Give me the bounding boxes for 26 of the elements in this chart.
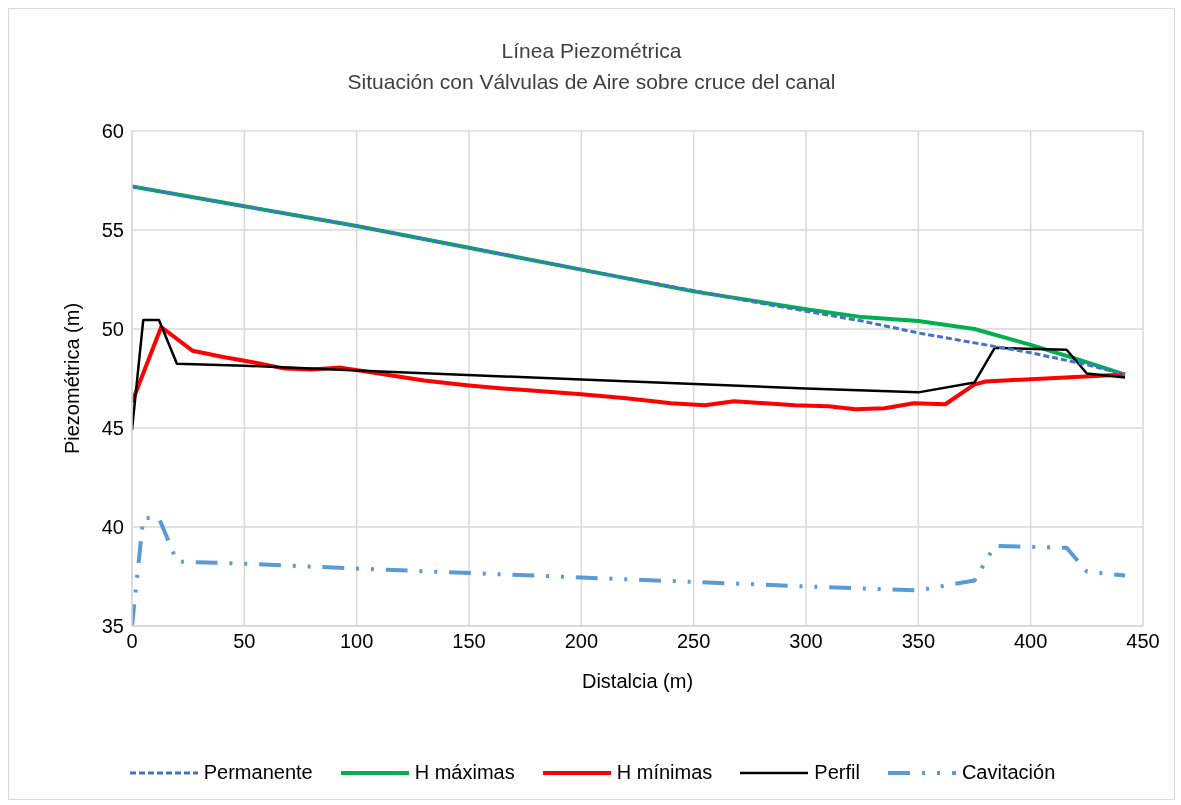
line-series: [132, 516, 1128, 626]
x-tick-label: 100: [339, 630, 374, 653]
legend-label: Perfil: [814, 761, 860, 784]
chart-subtitle: Situación con Válvulas de Aire sobre cruce del canal: [346, 69, 837, 95]
x-tick-label: 150: [452, 630, 486, 653]
x-tick-label: 450: [1126, 630, 1160, 653]
x-tick-label: 200: [564, 630, 599, 653]
x-tick-label: 0: [126, 630, 138, 653]
x-tick-label: 250: [676, 630, 711, 653]
y-tick-label: 55: [101, 219, 124, 242]
y-tick-label: 50: [101, 318, 124, 341]
y-axis-title: Piezométrica (m): [61, 302, 84, 455]
x-tick-label: 50: [233, 630, 256, 653]
x-tick-label: 350: [901, 630, 936, 653]
x-tick-label: 300: [789, 630, 823, 653]
y-tick-label: 40: [101, 516, 124, 539]
y-tick-label: 60: [101, 120, 124, 143]
x-axis-title: Distalcia (m): [581, 670, 694, 692]
x-tick-label: 400: [1013, 630, 1048, 653]
chart-title: Línea Piezométrica: [500, 38, 683, 64]
legend-label: Cavitación: [961, 761, 1056, 784]
legend-label: Permanente: [203, 761, 313, 784]
y-tick-label: 45: [101, 417, 124, 440]
y-tick-label: 35: [101, 615, 124, 638]
legend-label: H máximas: [414, 761, 515, 784]
legend-label: H mínimas: [616, 761, 713, 784]
